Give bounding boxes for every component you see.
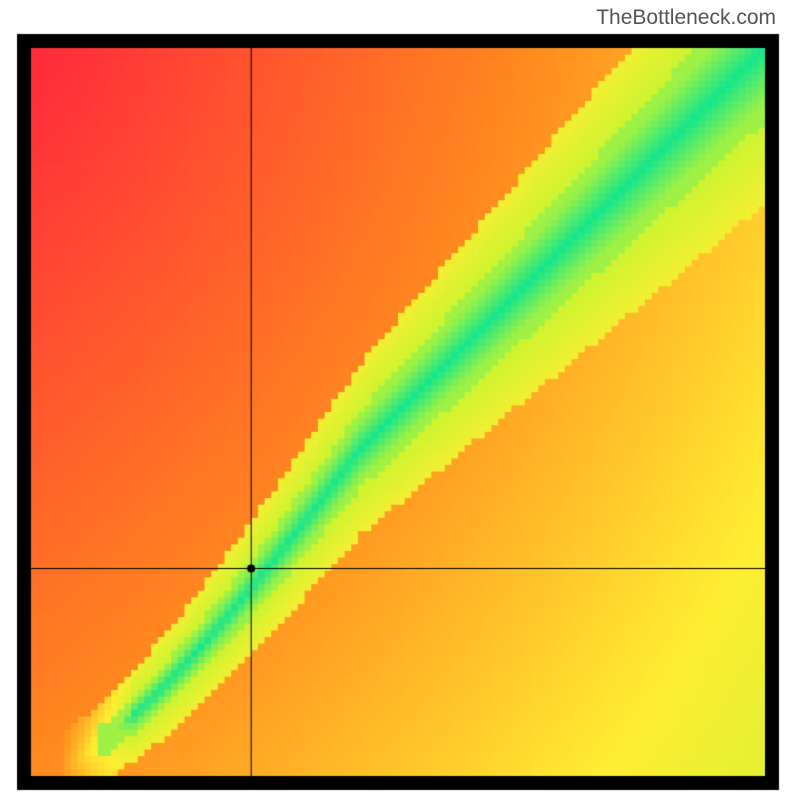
chart-container: { "watermark": "TheBottleneck.com", "cha… [0,0,800,800]
bottleneck-heatmap [0,0,800,800]
watermark-text: TheBottleneck.com [596,6,776,30]
